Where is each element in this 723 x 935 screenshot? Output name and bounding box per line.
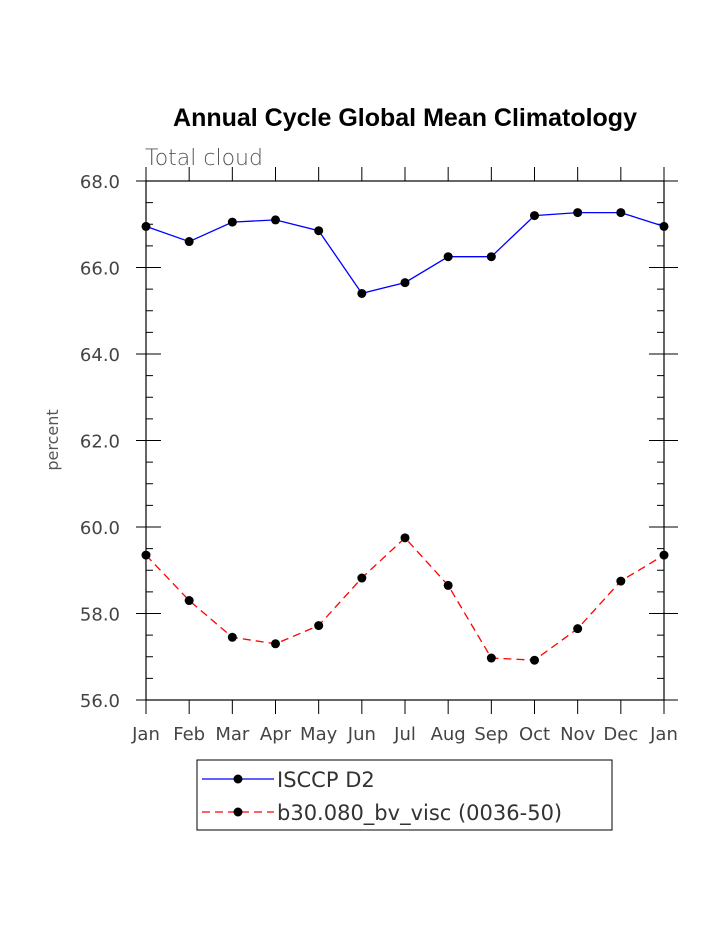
data-point (443, 580, 453, 590)
legend-label-0: ISCCP D2 (277, 768, 375, 792)
data-point (314, 621, 324, 631)
data-point (486, 252, 496, 262)
data-point (314, 226, 324, 236)
data-point (443, 252, 453, 262)
data-point (659, 550, 669, 560)
y-tick-label: 62.0 (80, 432, 120, 453)
data-point (400, 278, 410, 288)
data-point (573, 208, 583, 218)
y-tick-label: 56.0 (80, 691, 120, 712)
data-point (357, 573, 367, 583)
data-point (530, 655, 539, 665)
data-point (530, 211, 539, 221)
x-tick-label: Jan (131, 724, 160, 745)
x-tick-label: Nov (560, 724, 595, 745)
plot-frame (145, 180, 665, 701)
series-line-1 (145, 536, 665, 661)
data-point (271, 639, 280, 649)
data-point (616, 576, 626, 586)
legend-marker-1 (233, 807, 243, 817)
x-tick-labels: Jan Feb Mar Apr May Jun Jul Aug Sep Oct Nov Dec Jan (131, 724, 678, 745)
x-tick-label: Oct (519, 724, 550, 745)
data-point (271, 215, 280, 225)
y-tick-label: 64.0 (80, 345, 120, 366)
x-tick-label: Apr (260, 724, 292, 745)
y-tick-label: 58.0 (80, 605, 120, 626)
data-point (616, 208, 626, 218)
data-point (227, 632, 237, 642)
data-point (659, 221, 669, 231)
data-point (573, 624, 583, 634)
x-tick-label: Sep (474, 724, 508, 745)
data-point (141, 221, 151, 231)
axis-ticks (136, 167, 678, 714)
data-point (184, 596, 194, 606)
data-point (184, 237, 194, 247)
data-point (141, 550, 151, 560)
x-tick-label: Jul (393, 724, 416, 745)
y-axis-label: percent (43, 409, 62, 470)
x-tick-label: Dec (603, 724, 638, 745)
chart-subtitle: Total cloud (145, 146, 263, 171)
data-point (486, 653, 496, 663)
y-tick-label: 66.0 (80, 259, 120, 280)
x-tick-label: Aug (431, 724, 466, 745)
x-tick-label: Jun (347, 724, 376, 745)
legend-label-1: b30.080_bv_visc (0036-50) (277, 801, 562, 826)
legend-box (196, 759, 613, 831)
y-tick-label: 68.0 (80, 172, 120, 193)
legend-marker-0 (233, 774, 243, 784)
x-tick-label: Mar (215, 724, 250, 745)
chart-title: Annual Cycle Global Mean Climatology (173, 104, 637, 132)
y-tick-labels: 56.0 58.0 60.0 62.0 64.0 66.0 68.0 (80, 172, 120, 712)
legend: ISCCP D2 b30.080_bv_visc (0036-50) (196, 759, 613, 831)
data-point (357, 288, 367, 298)
x-tick-label: Jan (649, 724, 678, 745)
x-tick-label: May (300, 724, 338, 745)
data-point (227, 217, 237, 227)
x-tick-label: Feb (173, 724, 205, 745)
y-tick-label: 60.0 (80, 518, 120, 539)
series-layer (141, 208, 669, 665)
data-point (400, 533, 410, 543)
